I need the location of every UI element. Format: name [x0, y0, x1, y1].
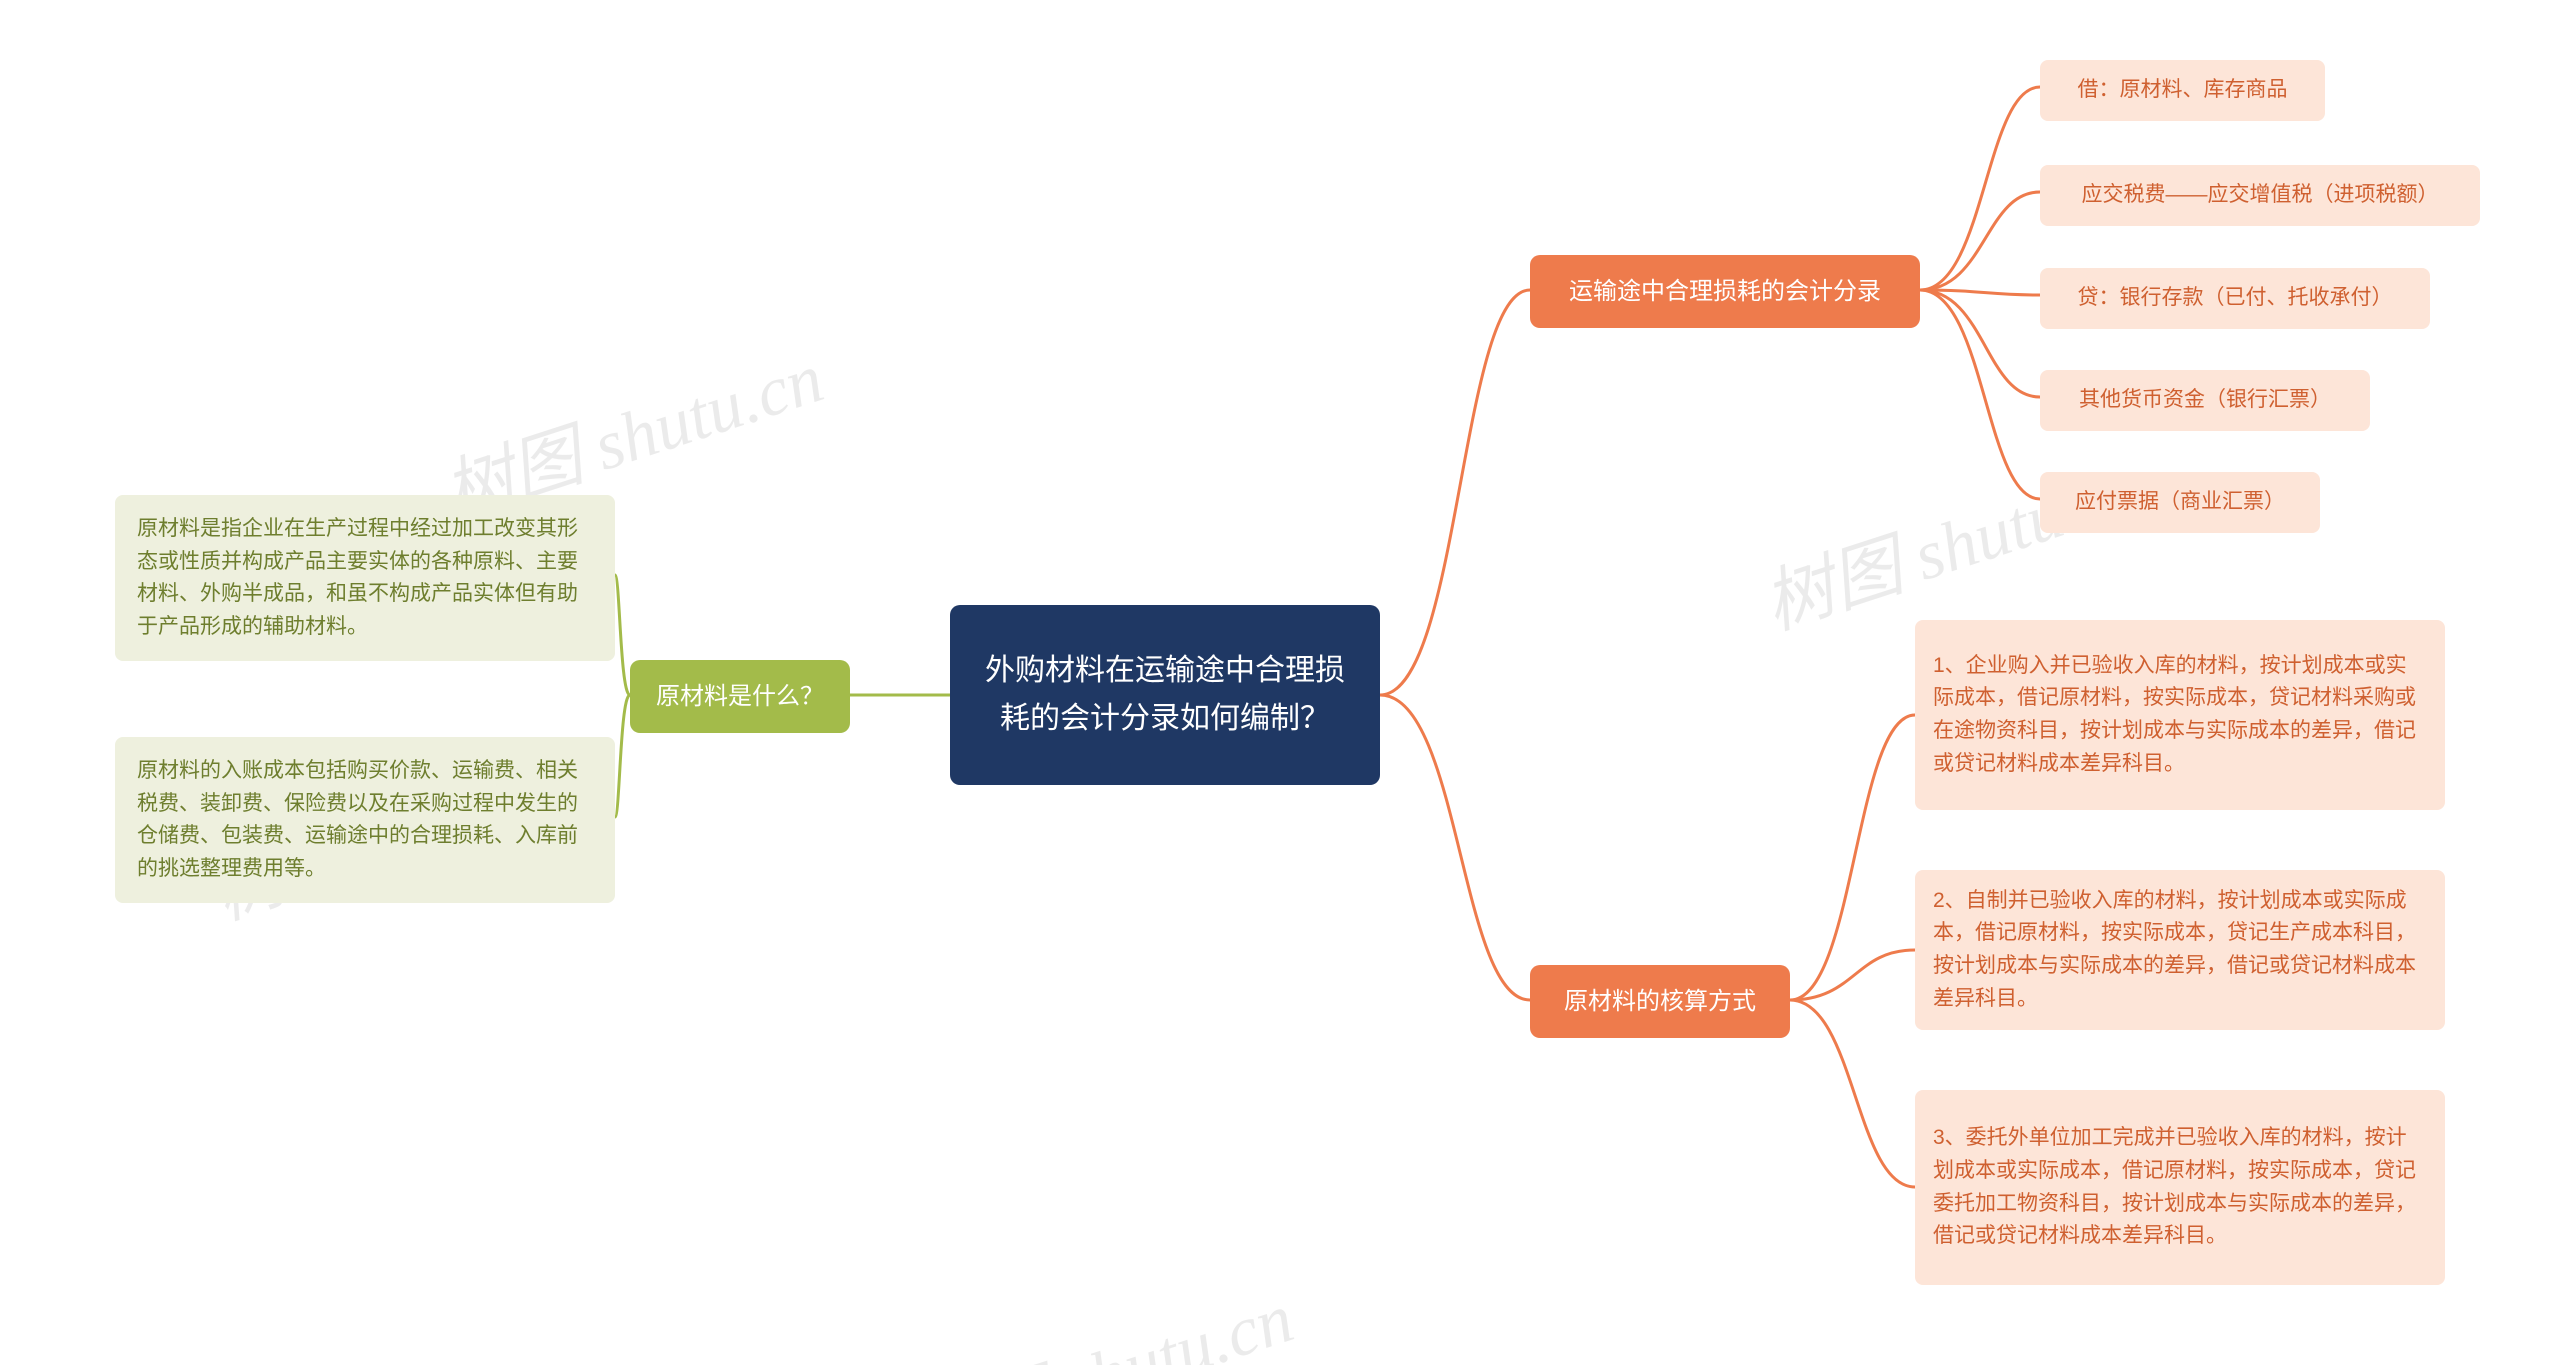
leaf-method-outsourced: 3、委托外单位加工完成并已验收入库的材料，按计划成本或实际成本，借记原材料，按实… — [1915, 1090, 2445, 1285]
leaf-text: 原材料是指企业在生产过程中经过加工改变其形态或性质并构成产品主要实体的各种原料、… — [137, 513, 593, 643]
leaf-text: 1、企业购入并已验收入库的材料，按计划成本或实际成本，借记原材料，按实际成本，贷… — [1933, 650, 2427, 780]
branch-what-is-material: 原材料是什么？ — [630, 660, 850, 733]
watermark-cn: 树图 — [1755, 528, 1912, 644]
leaf-text: 原材料的入账成本包括购买价款、运输费、相关税费、装卸费、保险费以及在采购过程中发… — [137, 755, 593, 885]
branch-transport-entries: 运输途中合理损耗的会计分录 — [1530, 255, 1920, 328]
leaf-text: 3、委托外单位加工完成并已验收入库的材料，按计划成本或实际成本，借记原材料，按实… — [1933, 1122, 2427, 1252]
leaf-entry-other-monetary: 其他货币资金（银行汇票） — [2040, 370, 2370, 431]
leaf-material-definition: 原材料是指企业在生产过程中经过加工改变其形态或性质并构成产品主要实体的各种原料、… — [115, 495, 615, 661]
leaf-entry-tax-payable: 应交税费——应交增值税（进项税额） — [2040, 165, 2480, 226]
branch-accounting-method: 原材料的核算方式 — [1530, 965, 1790, 1038]
leaf-method-selfmade: 2、自制并已验收入库的材料，按计划成本或实际成本，借记原材料，按实际成本，贷记生… — [1915, 870, 2445, 1030]
leaf-entry-credit-bank: 贷：银行存款（已付、托收承付） — [2040, 268, 2430, 329]
branch-label: 原材料是什么？ — [656, 678, 824, 715]
leaf-text: 借：原材料、库存商品 — [2078, 74, 2288, 107]
leaf-text: 2、自制并已验收入库的材料，按计划成本或实际成本，借记原材料，按实际成本，贷记生… — [1933, 885, 2427, 1015]
watermark-cn: 树图 — [905, 1358, 1062, 1365]
leaf-text: 其他货币资金（银行汇票） — [2079, 384, 2331, 417]
watermark: 树图 shutu.cn — [899, 1262, 1304, 1365]
branch-label: 运输途中合理损耗的会计分录 — [1569, 273, 1881, 310]
leaf-entry-notes-payable: 应付票据（商业汇票） — [2040, 472, 2320, 533]
watermark-en: shutu.cn — [585, 340, 833, 486]
center-text: 外购材料在运输途中合理损耗的会计分录如何编制？ — [980, 647, 1350, 743]
leaf-text: 应交税费——应交增值税（进项税额） — [2082, 179, 2439, 212]
branch-label: 原材料的核算方式 — [1564, 983, 1756, 1020]
leaf-text: 应付票据（商业汇票） — [2075, 486, 2285, 519]
leaf-material-cost: 原材料的入账成本包括购买价款、运输费、相关税费、装卸费、保险费以及在采购过程中发… — [115, 737, 615, 903]
leaf-entry-debit-materials: 借：原材料、库存商品 — [2040, 60, 2325, 121]
leaf-method-purchased: 1、企业购入并已验收入库的材料，按计划成本或实际成本，借记原材料，按实际成本，贷… — [1915, 620, 2445, 810]
center-node: 外购材料在运输途中合理损耗的会计分录如何编制？ — [950, 605, 1380, 785]
leaf-text: 贷：银行存款（已付、托收承付） — [2078, 282, 2393, 315]
watermark-en: shutu.cn — [1055, 1280, 1303, 1365]
watermark: 树图 shutu.cn — [1749, 432, 2154, 649]
